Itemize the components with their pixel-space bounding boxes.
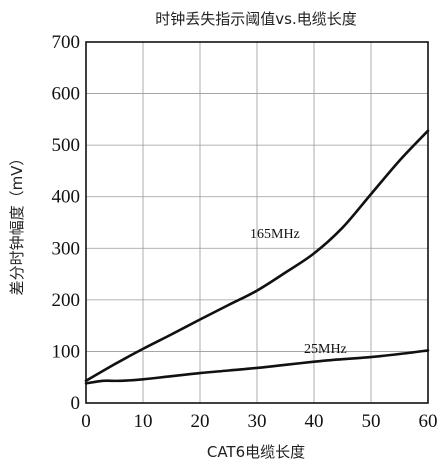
x-axis-title: CAT6电缆长度 — [207, 443, 305, 461]
y-tick-label: 200 — [52, 290, 81, 311]
series-line-1 — [84, 349, 430, 385]
y-tick-label: 500 — [52, 135, 81, 156]
y-tick-label: 400 — [52, 187, 81, 208]
x-tick-label: 10 — [134, 411, 153, 432]
series-line-0 — [84, 129, 430, 383]
y-tick-label: 600 — [52, 84, 81, 105]
axes — [85, 41, 429, 404]
y-tick-label: 100 — [52, 341, 81, 362]
y-axis-title: 差分时钟幅度（mV） — [8, 151, 26, 296]
grid — [86, 42, 428, 403]
x-tick-label: 20 — [191, 411, 210, 432]
x-tick-label: 50 — [362, 411, 381, 432]
x-tick-label: 40 — [305, 411, 324, 432]
chart-title: 时钟丢失指示阈值vs.电缆长度 — [155, 10, 356, 28]
series-lines — [84, 129, 430, 385]
x-tick-label: 0 — [81, 411, 91, 432]
series-label-165mhz: 165MHz — [250, 227, 300, 242]
y-tick-label: 700 — [52, 32, 81, 53]
y-tick-label: 0 — [71, 393, 81, 414]
x-tick-label: 60 — [419, 411, 438, 432]
x-tick-label: 30 — [248, 411, 267, 432]
plot-frame — [85, 41, 429, 404]
y-tick-label: 300 — [52, 238, 81, 259]
series-label-25mhz: 25MHz — [304, 342, 347, 357]
